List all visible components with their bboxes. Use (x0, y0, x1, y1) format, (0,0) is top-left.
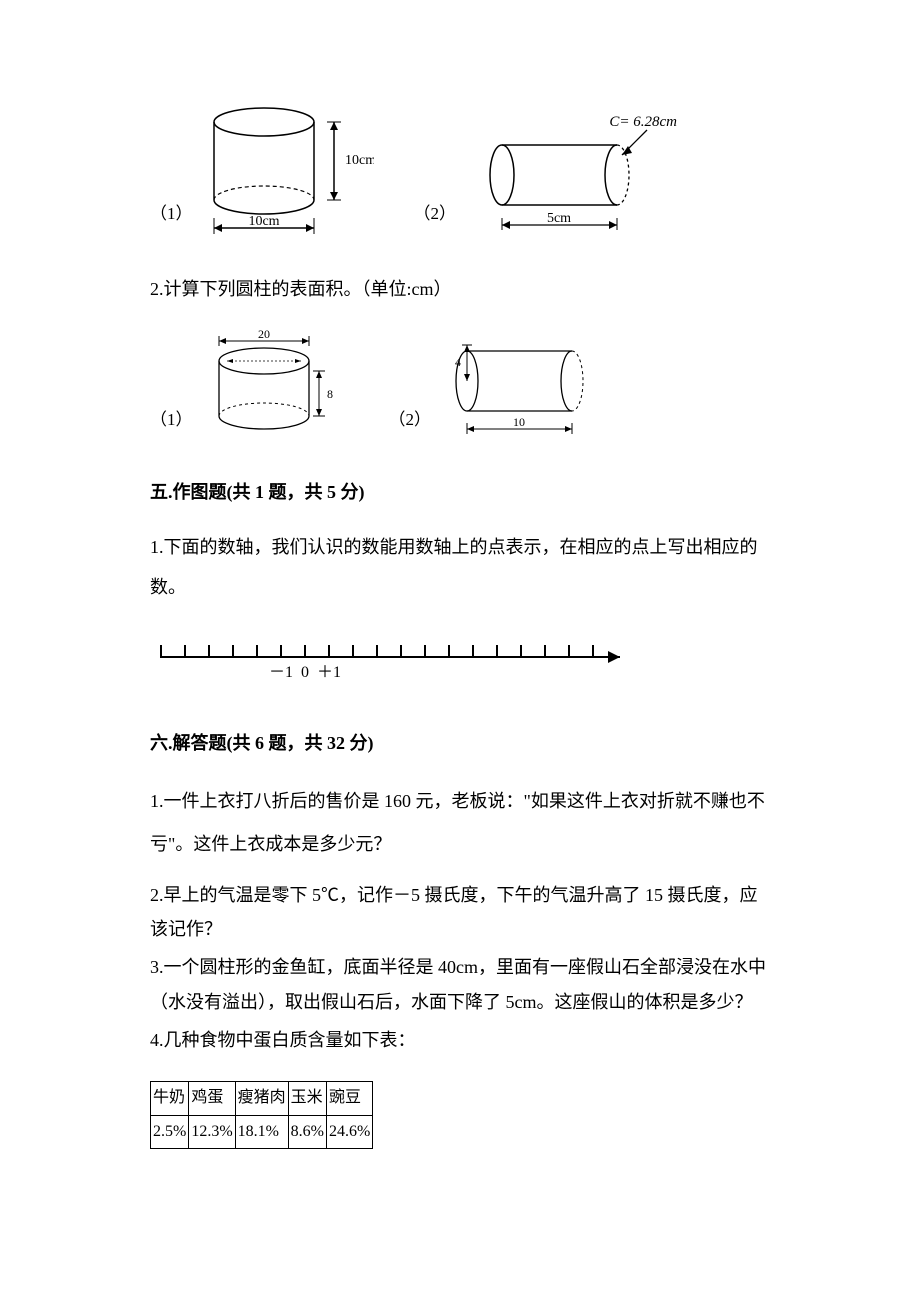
figure-set-2: （1） 20 8 （2） (150, 326, 770, 446)
section-5-q1: 1.下面的数轴，我们认识的数能用数轴上的点表示，在相应的点上写出相应的数。 (150, 528, 770, 607)
tick-label-zero: 0 (301, 664, 309, 681)
problem-2-text: 2.计算下列圆柱的表面积。（单位:cm） (150, 270, 770, 310)
cylinder-horizontal-small-icon: 4 10 (437, 331, 607, 446)
table-header-row: 牛奶 鸡蛋 瘦猪肉 玉米 豌豆 (151, 1081, 373, 1115)
cylinder-upright-small-icon: 20 8 (199, 326, 349, 446)
figure-1-2-label: （2） (414, 199, 457, 230)
height-label-2: 8 (327, 387, 333, 401)
table-cell: 8.6% (288, 1115, 326, 1149)
height-label: 10cm (345, 153, 374, 168)
circumference-label: C= 6.28cm (609, 114, 677, 130)
figure-2-2-label: （2） (389, 405, 432, 436)
tick-label-pos1: ＋1 (317, 664, 341, 681)
table-cell: 12.3% (189, 1115, 235, 1149)
number-line: －1 0 ＋1 (150, 637, 770, 697)
figure-1-1: （1） 10cm 10cm (150, 100, 374, 240)
section-6-q2: 2.早上的气温是零下 5℃，记作－5 摄氏度，下午的气温升高了 15 摄氏度，应… (150, 878, 770, 946)
length-label: 5cm (547, 211, 571, 226)
table-cell: 18.1% (235, 1115, 288, 1149)
section-6-q3: 3.一个圆柱形的金鱼缸，底面半径是 40cm，里面有一座假山石全部浸没在水中（水… (150, 950, 770, 1018)
figure-2-2: （2） 4 10 (389, 331, 608, 446)
width-label-2: 20 (258, 327, 270, 341)
table-header-cell: 牛奶 (151, 1081, 189, 1115)
figure-1-2: （2） C= 6.28cm 5cm (414, 110, 693, 240)
tick-label-neg1: －1 (269, 664, 293, 681)
table-header-cell: 玉米 (288, 1081, 326, 1115)
cylinder-upright-icon: 10cm 10cm (199, 100, 374, 240)
table-cell: 24.6% (327, 1115, 373, 1149)
table-cell: 2.5% (151, 1115, 189, 1149)
length-label-2: 10 (513, 415, 525, 429)
figure-2-1: （1） 20 8 (150, 326, 349, 446)
table-row: 2.5% 12.3% 18.1% 8.6% 24.6% (151, 1115, 373, 1149)
section-6-title: 六.解答题(共 6 题，共 32 分) (150, 727, 770, 759)
section-5-title: 五.作图题(共 1 题，共 5 分) (150, 476, 770, 508)
width-label: 10cm (248, 214, 279, 229)
protein-table: 牛奶 鸡蛋 瘦猪肉 玉米 豌豆 2.5% 12.3% 18.1% 8.6% 24… (150, 1081, 373, 1150)
figure-1-1-label: （1） (150, 199, 193, 230)
number-line-icon: －1 0 ＋1 (150, 637, 650, 697)
section-6-q4: 4.几种食物中蛋白质含量如下表： (150, 1023, 770, 1057)
figure-2-1-label: （1） (150, 405, 193, 436)
section-6-q1: 1.一件上衣打八折后的售价是 160 元，老板说："如果这件上衣对折就不赚也不亏… (150, 780, 770, 866)
table-header-cell: 鸡蛋 (189, 1081, 235, 1115)
table-header-cell: 豌豆 (327, 1081, 373, 1115)
cylinder-horizontal-icon: C= 6.28cm 5cm (462, 110, 692, 240)
figure-set-1: （1） 10cm 10cm （2） C= 6.28cm (150, 100, 770, 240)
table-header-cell: 瘦猪肉 (235, 1081, 288, 1115)
